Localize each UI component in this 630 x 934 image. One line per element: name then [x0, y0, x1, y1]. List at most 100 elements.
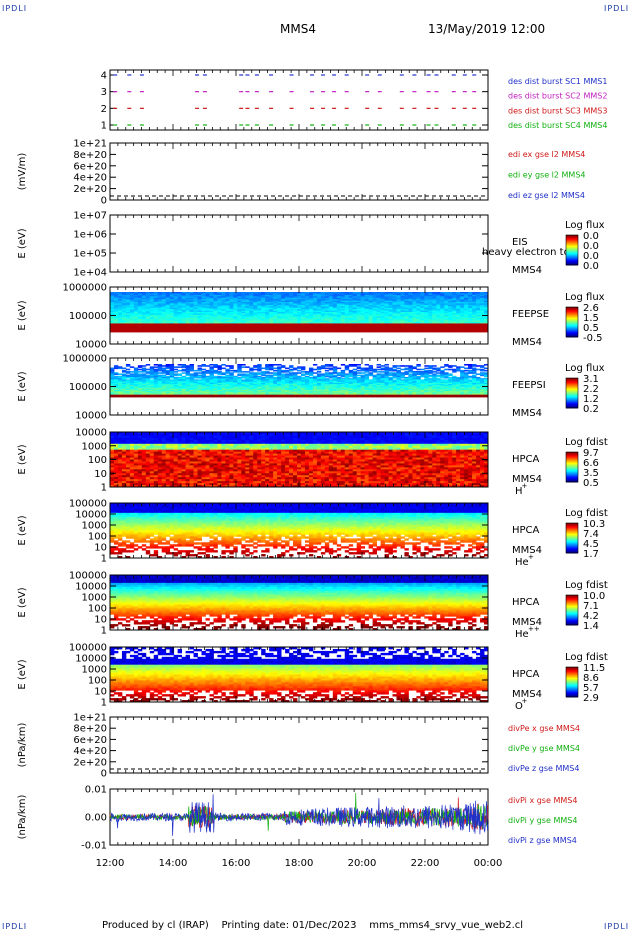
datetime-title: 13/May/2019 12:00	[428, 22, 546, 36]
ytick-label-hpca_o: 100	[88, 676, 107, 687]
panel-spacecraft-feepse: MMS4	[512, 337, 542, 348]
colorbar-tick-feepse: 0.5	[583, 323, 599, 334]
ytick-label-hpca_o: 1	[101, 698, 107, 709]
ytick-label-divpe: 4e+20	[73, 746, 107, 757]
colorbar-tick-hpca_h: 9.7	[583, 448, 599, 459]
corner-label-bottom-left: IPDLI	[2, 922, 28, 931]
colorbar-tick-hpca_hepp: 4.2	[583, 611, 599, 622]
species-charge-hpca_hepp: ++	[528, 625, 540, 633]
colorbar-feepsi	[565, 377, 579, 409]
colorbar-title-hpca_he: Log fdist	[565, 508, 608, 519]
legend-entry-burst: des dist burst SC4 MMS4	[508, 121, 607, 130]
panel-label-hpca_hepp: HPCA	[512, 597, 540, 608]
panel-frame-eis	[109, 214, 489, 273]
ytick-label-divpi: 0.01	[85, 785, 107, 796]
footer-printing-date: Printing date: 01/Dec/2023	[221, 920, 357, 931]
ytick-label-hpca_o: 1000	[82, 665, 107, 676]
legend-entry-divpe: divPe y gse MMS4	[508, 744, 580, 753]
species-charge-hpca_o: +	[522, 697, 528, 705]
ytick-label-divpi: -0.01	[81, 841, 107, 852]
ytick-label-hpca_h: 100	[88, 455, 107, 466]
colorbar-tick-eis: 0.0	[583, 251, 599, 262]
ytick-label-divpe: 0	[101, 769, 107, 780]
colorbar-hpca_hepp	[565, 594, 579, 626]
legend-entry-burst: des dist burst SC2 MMS2	[508, 92, 607, 101]
colorbar-tick-feepse: -0.5	[583, 333, 603, 344]
panel-spacecraft-hpca_hepp: MMS4	[512, 617, 542, 628]
colorbar-tick-feepsi: 0.2	[583, 404, 599, 415]
footer-script-name: mms_mms4_srvy_vue_web2.cl	[369, 920, 524, 931]
ytick-label-feepse: 100000	[69, 311, 107, 322]
corner-label-bottom-right: IPDLI	[604, 922, 630, 931]
series-line-2	[109, 794, 489, 836]
species-label-hpca_hepp: He	[515, 629, 529, 640]
ytick-label-feepsi: 1000000	[62, 354, 107, 365]
colorbar-tick-hpca_hepp: 1.4	[583, 621, 599, 632]
colorbar-title-hpca_hepp: Log fdist	[565, 580, 608, 591]
colorbar-tick-feepsi: 1.2	[583, 394, 599, 405]
ytick-label-hpca_o: 10000	[75, 654, 107, 665]
colorbar-tick-hpca_o: 2.9	[583, 693, 599, 704]
corner-label-top-left: IPDLI	[2, 4, 28, 13]
panel-spacecraft-feepsi: MMS4	[512, 408, 542, 419]
xtick-label: 18:00	[285, 858, 314, 869]
colorbar-tick-hpca_he: 10.3	[583, 519, 605, 530]
colorbar-hpca_he	[565, 522, 579, 554]
ytick-label-divpe: 8e+20	[73, 724, 107, 735]
ytick-label-hpca_he: 10	[94, 543, 107, 554]
ytick-label-hpca_he: 100000	[69, 499, 107, 510]
axis-label-divpe: (nPa/km)	[17, 723, 28, 768]
ytick-label-eis: 1e+07	[73, 211, 107, 222]
panel-label-hpca_o: HPCA	[512, 669, 540, 680]
colorbar-tick-hpca_hepp: 7.1	[583, 601, 599, 612]
ytick-label-hpca_he: 1000	[82, 521, 107, 532]
ytick-label-hpca_he: 100	[88, 532, 107, 543]
ytick-label-hpca_he: 1	[101, 554, 107, 565]
ytick-label-hpca_h: 10	[94, 469, 107, 480]
xtick-label: 12:00	[96, 858, 125, 869]
legend-entry-divpi: divPi y gse MMS4	[508, 816, 577, 825]
colorbar-tick-hpca_hepp: 10.0	[583, 591, 605, 602]
colorbar-tick-hpca_h: 3.5	[583, 468, 599, 479]
axis-label-hpca_h: E (eV)	[17, 444, 28, 474]
colorbar-tick-eis: 0.0	[583, 231, 599, 242]
ytick-label-hpca_o: 100000	[69, 643, 107, 654]
panel-label-eis: EIS	[512, 237, 528, 248]
colorbar-tick-hpca_h: 0.5	[583, 478, 599, 489]
ytick-label-divpe: 1e+21	[73, 713, 107, 724]
axis-label-eis: E (eV)	[17, 228, 28, 258]
axis-label-divpi: (nPa/km)	[17, 795, 28, 840]
ytick-label-feepse: 1000000	[62, 283, 107, 294]
colorbar-tick-eis: 0.0	[583, 241, 599, 252]
spacecraft-title: MMS4	[280, 22, 316, 36]
legend-entry-edi: edi ex gse l2 MMS4	[508, 150, 585, 159]
panel-frame-divpe	[109, 716, 489, 774]
ytick-label-edi: 8e+20	[73, 150, 107, 161]
colorbar-feepse	[565, 306, 579, 338]
ytick-label-edi: 1e+21	[73, 139, 107, 150]
panel-spacecraft-eis: MMS4	[512, 265, 542, 276]
xtick-label: 22:00	[411, 858, 440, 869]
legend-entry-divpi: divPi x gse MMS4	[508, 796, 577, 805]
xtick-label: 16:00	[222, 858, 251, 869]
species-label-hpca_h: H	[515, 486, 523, 497]
colorbar-title-feepse: Log flux	[565, 292, 605, 303]
axis-label-feepse: E (eV)	[17, 300, 28, 330]
ytick-label-hpca_hepp: 100	[88, 604, 107, 615]
legend-entry-burst: des dist burst SC1 MMS1	[508, 77, 607, 86]
species-label-hpca_he: He	[515, 557, 529, 568]
ytick-label-hpca_o: 10	[94, 687, 107, 698]
legend-entry-divpe: divPe z gse MMS4	[508, 764, 579, 773]
ytick-label-edi: 4e+20	[73, 173, 107, 184]
ytick-label-feepse: 10000	[75, 340, 107, 351]
ytick-label-hpca_hepp: 10000	[75, 582, 107, 593]
ytick-label-eis: 1e+06	[73, 230, 107, 241]
colorbar-hpca_o	[565, 666, 579, 698]
colorbar-tick-feepse: 2.6	[583, 303, 599, 314]
ytick-label-divpi: 0.00	[85, 813, 107, 824]
ytick-label-eis: 1e+04	[73, 268, 107, 279]
panel-spacecraft-hpca_h: MMS4	[512, 474, 542, 485]
colorbar-tick-feepse: 1.5	[583, 313, 599, 324]
panel-spacecraft-hpca_o: MMS4	[512, 689, 542, 700]
